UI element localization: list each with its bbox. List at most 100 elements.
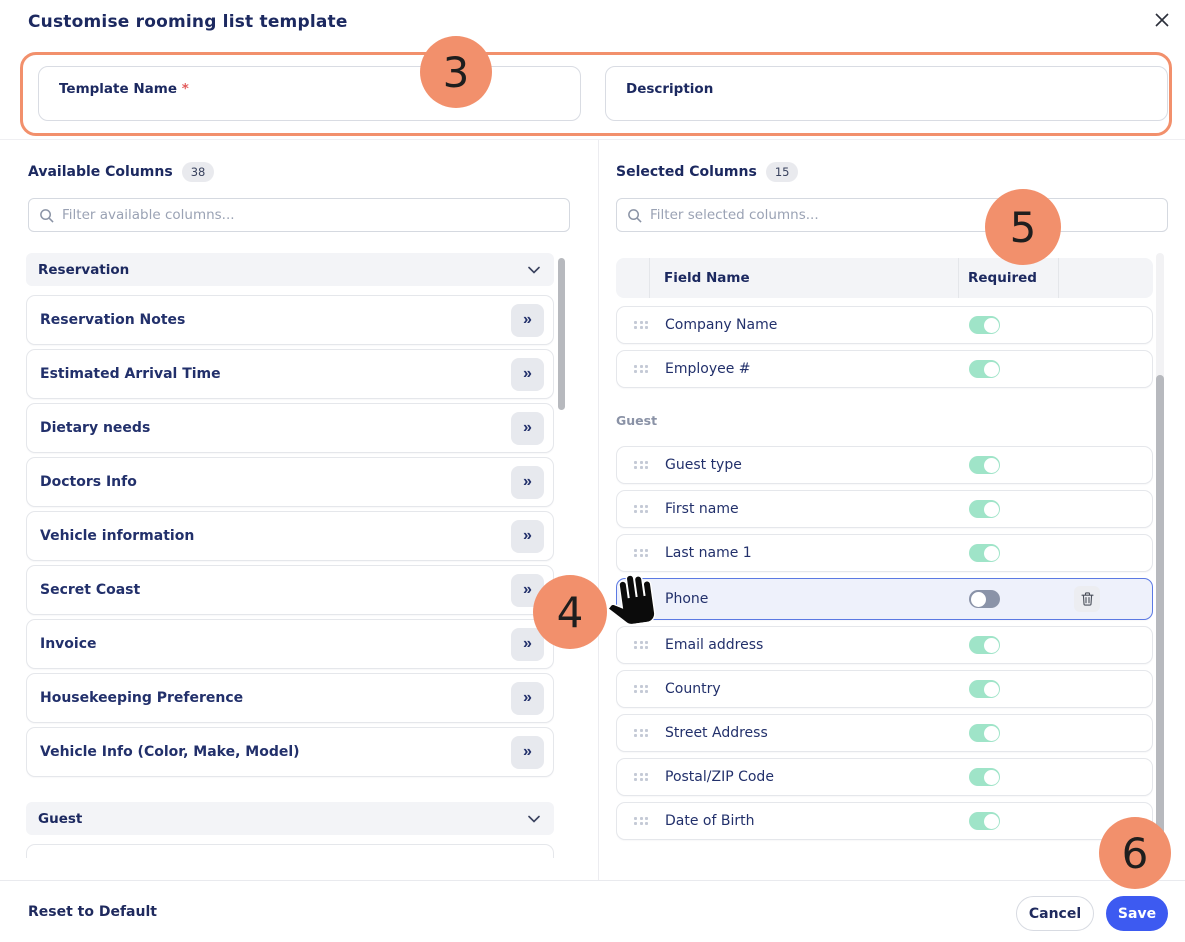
required-toggle[interactable] bbox=[969, 680, 1000, 698]
drag-handle-icon[interactable] bbox=[617, 320, 665, 330]
required-toggle[interactable] bbox=[969, 768, 1000, 786]
selected-filter-placeholder: Filter selected columns... bbox=[650, 207, 819, 223]
selected-filter-input[interactable]: Filter selected columns... bbox=[616, 198, 1168, 232]
drag-handle-icon[interactable] bbox=[617, 548, 665, 558]
template-name-field[interactable]: Template Name * bbox=[38, 66, 581, 121]
selected-columns-list: Company Name Employee # Guest Guest type… bbox=[616, 306, 1153, 872]
available-column-label: Dietary needs bbox=[40, 420, 151, 436]
move-to-selected-button[interactable]: » bbox=[511, 519, 544, 553]
available-column-item-clipped bbox=[26, 844, 554, 858]
move-to-selected-button[interactable]: » bbox=[511, 357, 544, 391]
selected-count-badge: 15 bbox=[765, 162, 799, 182]
list-spacer bbox=[26, 781, 554, 802]
selected-column-label: Company Name bbox=[665, 317, 778, 333]
double-chevron-right-icon: » bbox=[523, 527, 532, 544]
selected-group-label: Guest bbox=[616, 412, 658, 428]
available-filter-placeholder: Filter available columns... bbox=[62, 207, 235, 223]
required-header: Required bbox=[959, 258, 1059, 298]
drag-handle-icon[interactable] bbox=[617, 684, 665, 694]
selected-column-label: First name bbox=[665, 501, 739, 517]
required-toggle[interactable] bbox=[969, 360, 1000, 378]
selected-column-row[interactable]: Postal/ZIP Code bbox=[616, 758, 1153, 796]
delete-column-button[interactable] bbox=[1074, 586, 1100, 612]
selected-column-row[interactable]: Country bbox=[616, 670, 1153, 708]
drag-handle-icon[interactable] bbox=[617, 504, 665, 514]
double-chevron-right-icon: » bbox=[523, 581, 532, 598]
drag-handle-icon[interactable] bbox=[617, 728, 665, 738]
drag-handle-icon[interactable] bbox=[617, 640, 665, 650]
available-column-item[interactable]: Housekeeping Preference » bbox=[26, 673, 554, 723]
selected-column-row[interactable]: Street Address bbox=[616, 714, 1153, 752]
drag-handle-icon[interactable] bbox=[617, 460, 665, 470]
available-column-label: Reservation Notes bbox=[40, 312, 186, 328]
chevron-down-icon bbox=[528, 815, 540, 823]
available-column-label: Doctors Info bbox=[40, 474, 137, 490]
selected-column-row[interactable]: Employee # bbox=[616, 350, 1153, 388]
required-toggle[interactable] bbox=[969, 724, 1000, 742]
required-asterisk: * bbox=[181, 81, 189, 97]
column-section-header[interactable]: Reservation bbox=[26, 253, 554, 286]
selected-column-label: Date of Birth bbox=[665, 813, 755, 829]
selected-column-row[interactable]: Last name 1 bbox=[616, 534, 1153, 572]
available-column-item[interactable]: Doctors Info » bbox=[26, 457, 554, 507]
footer-divider bbox=[0, 880, 1185, 881]
reset-to-default-button[interactable]: Reset to Default bbox=[28, 904, 157, 920]
selected-column-row[interactable]: Phone bbox=[616, 578, 1153, 620]
modal-title: Customise rooming list template bbox=[28, 12, 348, 32]
move-to-selected-button[interactable]: » bbox=[511, 627, 544, 661]
selected-list-scrollbar[interactable] bbox=[1156, 375, 1164, 853]
selected-column-row[interactable]: Company Name bbox=[616, 306, 1153, 344]
search-icon bbox=[40, 208, 54, 223]
available-columns-title: Available Columns bbox=[28, 164, 173, 180]
required-toggle[interactable] bbox=[969, 316, 1000, 334]
move-to-selected-button[interactable]: » bbox=[511, 735, 544, 769]
available-filter-input[interactable]: Filter available columns... bbox=[28, 198, 570, 232]
available-column-item[interactable]: Vehicle information » bbox=[26, 511, 554, 561]
required-toggle[interactable] bbox=[969, 636, 1000, 654]
double-chevron-right-icon: » bbox=[523, 635, 532, 652]
selected-column-row[interactable]: First name bbox=[616, 490, 1153, 528]
selected-column-label: Guest type bbox=[665, 457, 742, 473]
available-column-item[interactable]: Dietary needs » bbox=[26, 403, 554, 453]
available-column-item[interactable]: Invoice » bbox=[26, 619, 554, 669]
required-toggle[interactable] bbox=[969, 544, 1000, 562]
save-button[interactable]: Save bbox=[1106, 896, 1168, 931]
move-to-selected-button[interactable]: » bbox=[511, 681, 544, 715]
annotation-highlight-rect bbox=[20, 52, 1172, 136]
move-to-selected-button[interactable]: » bbox=[511, 303, 544, 337]
available-columns-heading: Available Columns 38 bbox=[28, 162, 215, 182]
available-column-item[interactable]: Reservation Notes » bbox=[26, 295, 554, 345]
cancel-button[interactable]: Cancel bbox=[1016, 896, 1094, 931]
move-to-selected-button[interactable]: » bbox=[511, 411, 544, 445]
required-toggle[interactable] bbox=[969, 812, 1000, 830]
double-chevron-right-icon: » bbox=[523, 311, 532, 328]
available-column-label: Vehicle Info (Color, Make, Model) bbox=[40, 744, 300, 760]
selected-column-row[interactable]: Email address bbox=[616, 626, 1153, 664]
selected-column-row[interactable]: Date of Birth bbox=[616, 802, 1153, 840]
selected-column-label: Last name 1 bbox=[665, 545, 752, 561]
available-column-item[interactable]: Estimated Arrival Time » bbox=[26, 349, 554, 399]
available-list-scrollbar[interactable] bbox=[558, 258, 565, 410]
required-toggle[interactable] bbox=[969, 590, 1000, 608]
required-toggle[interactable] bbox=[969, 500, 1000, 518]
available-column-item[interactable]: Secret Coast » bbox=[26, 565, 554, 615]
close-icon[interactable] bbox=[1148, 6, 1176, 34]
field-name-header: Field Name bbox=[650, 258, 959, 298]
selected-column-label: Street Address bbox=[665, 725, 768, 741]
column-section-header[interactable]: Guest bbox=[26, 802, 554, 835]
search-icon bbox=[628, 208, 642, 223]
available-column-label: Secret Coast bbox=[40, 582, 141, 598]
selected-columns-title: Selected Columns bbox=[616, 164, 757, 180]
double-chevron-right-icon: » bbox=[523, 743, 532, 760]
available-column-item[interactable]: Vehicle Info (Color, Make, Model) » bbox=[26, 727, 554, 777]
drag-handle-icon[interactable] bbox=[617, 816, 665, 826]
trash-icon bbox=[1080, 592, 1094, 606]
handle-column-header bbox=[616, 258, 650, 298]
move-to-selected-button[interactable]: » bbox=[511, 465, 544, 499]
required-toggle[interactable] bbox=[969, 456, 1000, 474]
description-field[interactable]: Description bbox=[605, 66, 1168, 121]
selected-column-label: Phone bbox=[665, 591, 709, 607]
drag-handle-icon[interactable] bbox=[617, 364, 665, 374]
selected-column-row[interactable]: Guest type bbox=[616, 446, 1153, 484]
drag-handle-icon[interactable] bbox=[617, 772, 665, 782]
